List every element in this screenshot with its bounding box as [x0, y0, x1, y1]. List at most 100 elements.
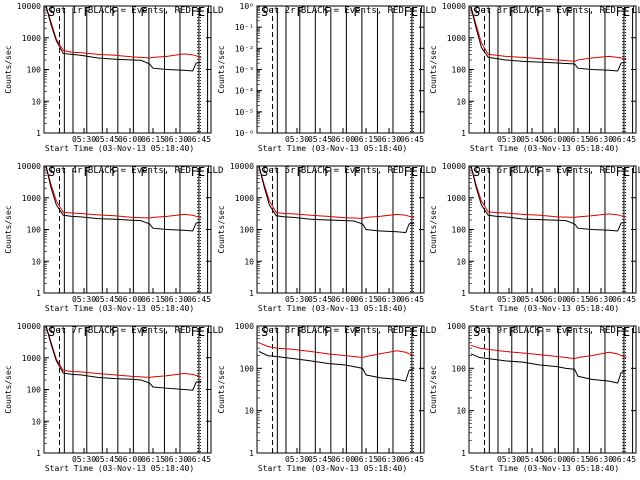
marker-p8: S	[261, 325, 268, 339]
y-tick-label-p9: 100	[452, 364, 467, 373]
x-tick-label-p8: 05:30	[285, 455, 309, 464]
lld-series-p1	[45, 5, 202, 59]
x-tick-label-p4: 05:30	[72, 295, 96, 304]
y-axis-label-p4: Counts/sec	[4, 205, 13, 253]
plot-frame-p1	[43, 5, 212, 134]
x-tick-label-p6: 05:30	[497, 295, 521, 304]
x-tick-label-p3: 06:00	[543, 135, 567, 144]
marker-p4: FE	[191, 165, 205, 179]
marker-p2: S	[261, 5, 268, 19]
marker-p5: F	[324, 165, 331, 179]
plot-title-p6: Det 6r BLACK = Events, RED = LLD	[475, 166, 640, 176]
marker-p6: F	[536, 165, 543, 179]
x-tick-label-p8: 06:30	[377, 455, 401, 464]
marker-p9: FE	[616, 325, 630, 339]
y-axis-label-p3: Counts/sec	[429, 45, 438, 93]
y-tick-label-p3: 1000	[447, 34, 466, 43]
marker-p6: F	[565, 165, 572, 179]
x-tick-label-p7: 05:45	[95, 455, 119, 464]
events-series-p7	[45, 325, 202, 391]
marker-p7: F	[83, 325, 90, 339]
x-tick-label-p9: 05:45	[520, 455, 544, 464]
plot-title-p7: Det 7r BLACK = Events, RED = LLD	[50, 326, 223, 336]
marker-p5: F	[353, 165, 360, 179]
x-axis-label-p4: Start Time (03-Nov-13 05:18:40)	[45, 304, 194, 313]
y-tick-label-p4: 1	[36, 289, 41, 298]
x-tick-label-p2: 05:45	[308, 135, 332, 144]
marker-p9: S	[473, 325, 480, 339]
y-tick-label-p2: 10⁻⁴	[235, 87, 254, 96]
marker-p4: F	[83, 165, 90, 179]
y-tick-label-p3: 1	[461, 129, 466, 138]
x-tick-label-p8: 06:00	[331, 455, 355, 464]
marker-p2: F	[296, 5, 303, 19]
x-tick-label-p1: 06:00	[118, 135, 142, 144]
marker-p3: S	[473, 5, 480, 19]
y-tick-label-p1: 10	[31, 97, 41, 106]
marker-p9: F	[536, 325, 543, 339]
plot-frame-p8	[256, 325, 425, 454]
y-tick-label-p6: 1	[461, 289, 466, 298]
y-tick-label-p3: 10000	[442, 2, 466, 11]
y-tick-label-p6: 1000	[447, 194, 466, 203]
y-tick-label-p7: 10000	[17, 322, 41, 331]
plot-frame-p6	[468, 165, 637, 294]
events-series-p4	[45, 165, 202, 232]
lld-series-p9	[470, 344, 627, 360]
marker-p8: F	[324, 325, 331, 339]
y-axis-label-p8: Counts/sec	[217, 365, 226, 413]
y-tick-label-p7: 100	[27, 386, 42, 395]
x-axis-label-p6: Start Time (03-Nov-13 05:18:40)	[470, 304, 619, 313]
marker-p4: S	[48, 165, 55, 179]
x-tick-label-p2: 06:45	[400, 135, 424, 144]
y-tick-label-p5: 1000	[235, 194, 254, 203]
y-tick-label-p2: 10⁻¹	[235, 23, 254, 32]
marker-p1: S	[48, 5, 55, 19]
x-tick-label-p7: 05:30	[72, 455, 96, 464]
x-tick-label-p2: 05:30	[285, 135, 309, 144]
x-tick-label-p1: 06:45	[187, 135, 211, 144]
events-series-p3	[470, 7, 627, 72]
marker-p6: F	[508, 165, 515, 179]
y-tick-label-p6: 10000	[442, 162, 466, 171]
x-tick-label-p5: 06:45	[400, 295, 424, 304]
y-axis-label-p5: Counts/sec	[217, 205, 226, 253]
marker-p6: FE	[616, 165, 630, 179]
marker-p1: F	[83, 5, 90, 19]
y-tick-label-p2: 10⁰	[240, 2, 254, 11]
marker-p7: FE	[191, 325, 205, 339]
plot-title-p1: Det 1r BLACK = Events, RED = LLD	[50, 6, 223, 16]
y-tick-label-p2: 10⁻²	[235, 44, 254, 53]
x-tick-label-p7: 06:45	[187, 455, 211, 464]
x-tick-label-p5: 05:45	[308, 295, 332, 304]
y-tick-label-p5: 1	[249, 289, 254, 298]
x-tick-label-p1: 06:30	[164, 135, 188, 144]
x-tick-label-p6: 06:30	[589, 295, 613, 304]
y-tick-label-p8: 1000	[235, 322, 254, 331]
x-tick-label-p4: 06:30	[164, 295, 188, 304]
plot-title-p9: Det 9r BLACK = Events, RED = LLD	[475, 326, 640, 336]
marker-p8: F	[353, 325, 360, 339]
y-axis-label-p6: Counts/sec	[429, 205, 438, 253]
y-tick-label-p3: 10	[456, 97, 466, 106]
lld-series-p8	[258, 342, 415, 359]
x-axis-label-p5: Start Time (03-Nov-13 05:18:40)	[258, 304, 407, 313]
lld-series-p5	[258, 165, 415, 219]
events-series-p6	[470, 165, 627, 232]
plot-frame-p9	[468, 325, 637, 454]
x-tick-label-p5: 06:15	[354, 295, 378, 304]
x-tick-label-p4: 06:45	[187, 295, 211, 304]
y-tick-label-p5: 10	[244, 257, 254, 266]
y-tick-label-p2: 10⁻⁵	[235, 108, 254, 117]
y-tick-label-p4: 10000	[17, 162, 41, 171]
lld-series-p6	[470, 165, 627, 218]
marker-p1: F	[140, 5, 147, 19]
x-tick-label-p7: 06:15	[141, 455, 165, 464]
plot-title-p2: Det 2r BLACK = Events, RED = LLD	[263, 6, 436, 16]
x-tick-label-p6: 06:00	[543, 295, 567, 304]
x-tick-label-p3: 06:15	[566, 135, 590, 144]
x-tick-label-p3: 06:45	[612, 135, 636, 144]
plot-frame-p2	[256, 5, 425, 134]
x-tick-label-p9: 06:15	[566, 455, 590, 464]
